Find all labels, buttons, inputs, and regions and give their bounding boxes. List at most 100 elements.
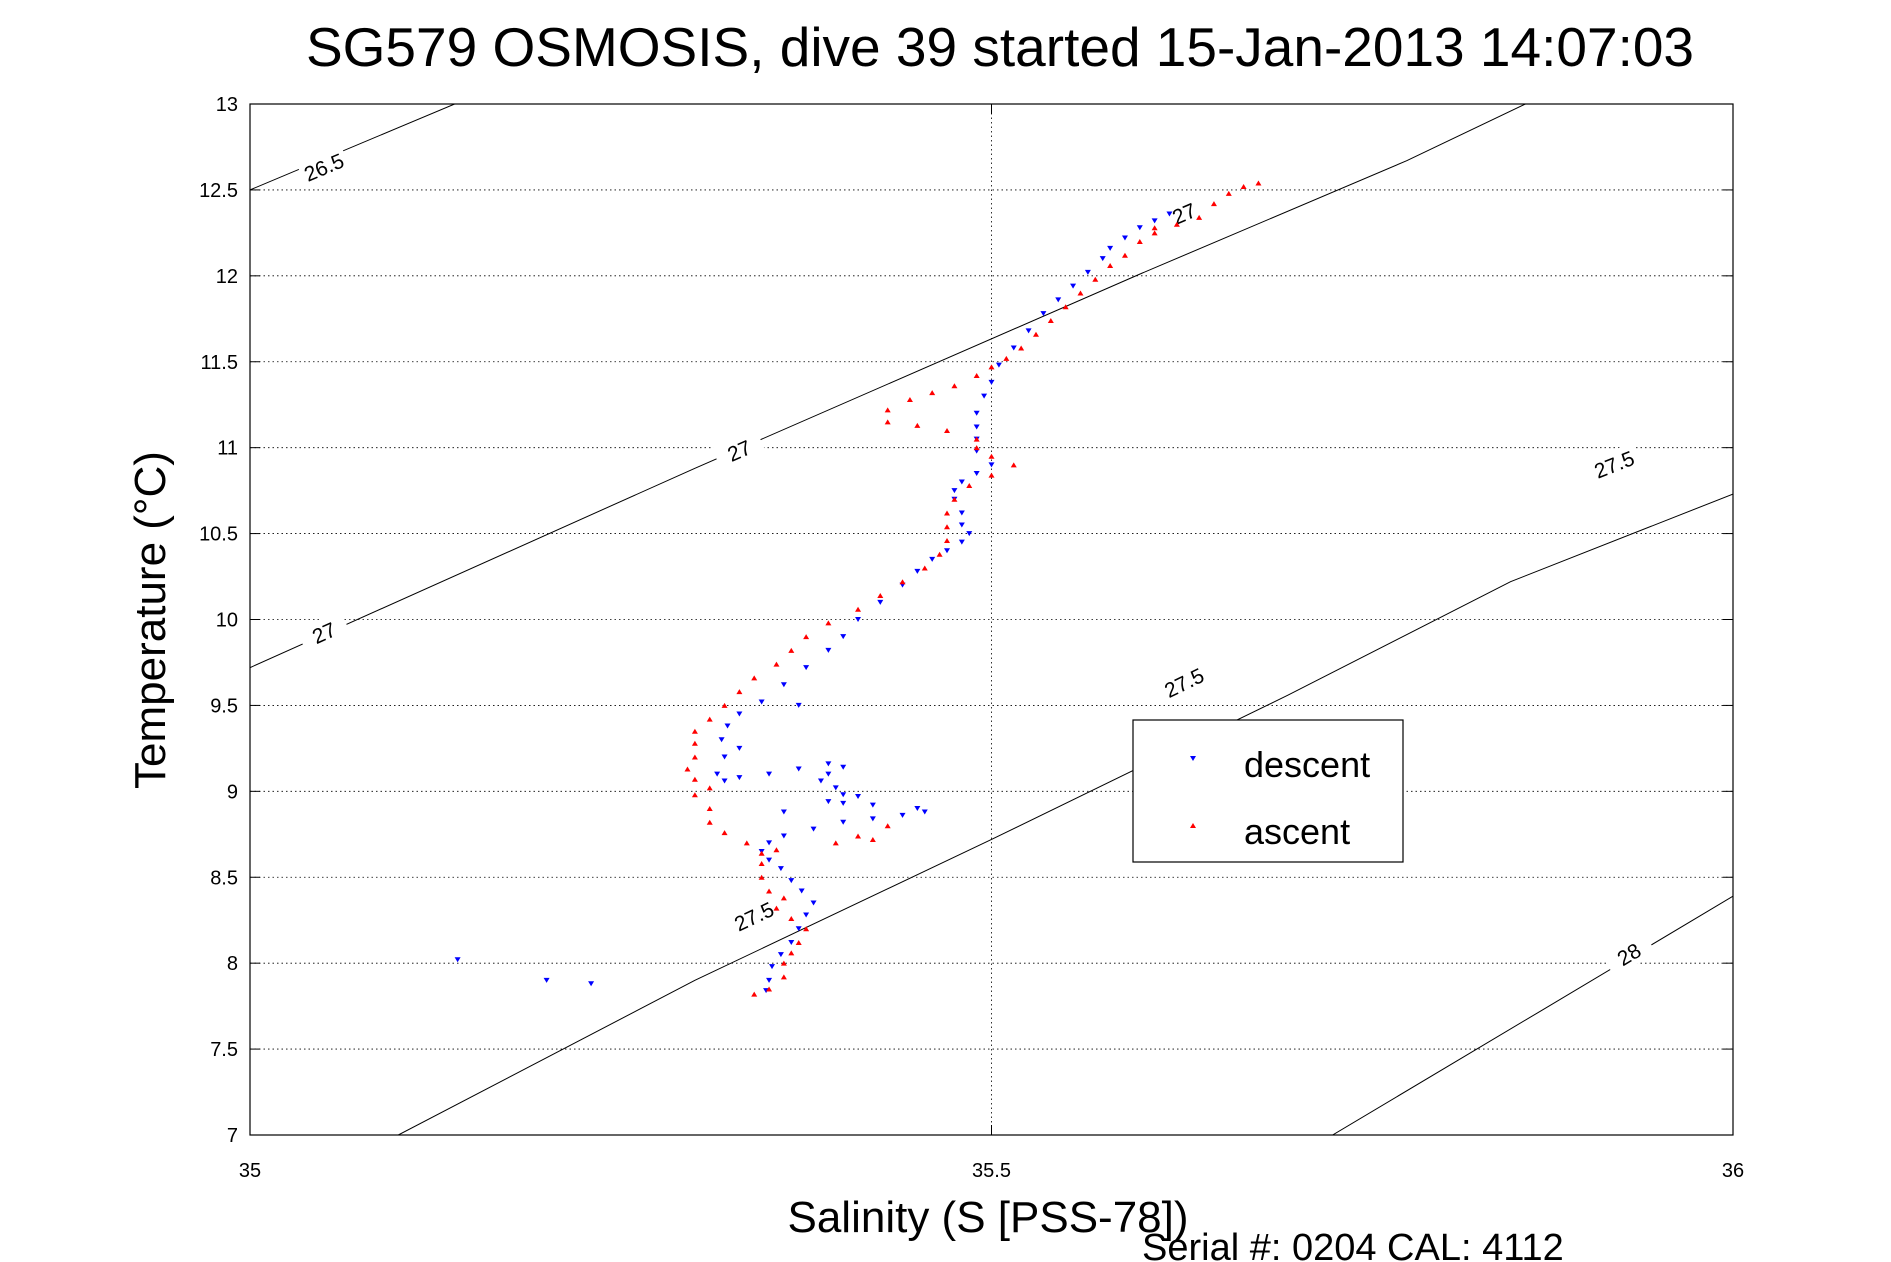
descent-point xyxy=(973,424,980,430)
descent-point xyxy=(958,510,965,516)
descent-point xyxy=(798,888,805,894)
descent-point xyxy=(766,771,773,777)
ascent-point xyxy=(1121,252,1128,258)
descent-point xyxy=(1070,283,1077,289)
ascent-point xyxy=(1047,318,1054,324)
ascent-point xyxy=(758,861,765,867)
descent-point xyxy=(988,379,995,385)
ascent-point xyxy=(1173,221,1180,227)
ascent-point xyxy=(706,806,713,812)
contour-label-bg xyxy=(726,893,782,938)
y-tick-label: 9.5 xyxy=(210,695,238,717)
ascent-point xyxy=(832,840,839,846)
legend-descent-marker xyxy=(1190,756,1196,761)
descent-point xyxy=(981,393,988,399)
y-tick-label: 13 xyxy=(216,94,238,116)
descent-point xyxy=(1084,269,1091,275)
descent-point xyxy=(855,793,862,799)
contour-label-bg xyxy=(1586,443,1642,485)
descent-point xyxy=(780,682,787,688)
y-axis-label: Temperature (°C) xyxy=(126,451,175,789)
ascent-point xyxy=(1210,201,1217,207)
descent-point xyxy=(758,699,765,705)
descent-point xyxy=(973,410,980,416)
descent-point xyxy=(1099,256,1106,262)
ascent-point xyxy=(751,991,758,997)
descent-point xyxy=(914,806,921,812)
ascent-point xyxy=(751,675,758,681)
ascent-point xyxy=(1196,214,1203,220)
ascent-point xyxy=(944,537,951,543)
descent-point xyxy=(788,878,795,884)
ascent-point xyxy=(1151,230,1158,236)
x-tick-label: 35 xyxy=(239,1160,261,1182)
ascent-point xyxy=(884,419,891,425)
ascent-point xyxy=(691,792,698,798)
descent-point xyxy=(840,792,847,798)
data-series xyxy=(454,180,1262,997)
contour-label-bg xyxy=(711,428,767,472)
y-tick-label: 11 xyxy=(217,438,238,460)
contour-line-27 xyxy=(250,104,1526,669)
ascent-point xyxy=(1255,180,1262,186)
descent-point xyxy=(766,840,773,846)
ascent-point xyxy=(884,407,891,413)
ascent-point xyxy=(951,496,958,502)
ascent-point xyxy=(788,915,795,921)
y-axis-ticks: 7 7.5 8 8.5 9 9.5 10 10.5 11 11.5 12 12.5 13 xyxy=(199,94,1733,1147)
descent-point xyxy=(736,745,743,751)
descent-point xyxy=(803,912,810,918)
ascent-point xyxy=(788,647,795,653)
grid-lines xyxy=(250,104,1733,1135)
descent-point xyxy=(543,977,550,983)
ascent-point xyxy=(706,819,713,825)
ascent-point xyxy=(988,364,995,370)
ascent-point xyxy=(1062,304,1069,310)
y-tick-label: 8 xyxy=(227,953,238,975)
x-tick-label: 36 xyxy=(1722,1160,1744,1182)
y-tick-label: 12 xyxy=(216,266,238,288)
descent-point xyxy=(825,647,832,653)
descent-point xyxy=(840,634,847,640)
descent-point xyxy=(588,981,595,987)
descent-point xyxy=(1107,245,1114,251)
ascent-point xyxy=(743,840,750,846)
ascent-point xyxy=(1092,276,1099,282)
ascent-point xyxy=(706,785,713,791)
ascent-point xyxy=(929,390,936,396)
descent-point xyxy=(1025,328,1032,334)
ascent-point xyxy=(758,874,765,880)
ascent-point xyxy=(706,716,713,722)
ascent-point xyxy=(773,905,780,911)
descent-point xyxy=(780,833,787,839)
ascent-point xyxy=(825,620,832,626)
descent-point xyxy=(769,964,776,970)
ascent-point xyxy=(721,830,728,836)
ascent-point xyxy=(1003,355,1010,361)
ascent-point xyxy=(780,974,787,980)
descent-point xyxy=(721,754,728,760)
ascent-point xyxy=(736,689,743,695)
ascent-point xyxy=(1010,462,1017,468)
contour-label-bg xyxy=(1156,191,1212,235)
x-axis-label: Salinity (S [PSS-78]) xyxy=(787,1193,1188,1242)
descent-point xyxy=(1055,297,1062,303)
ascent-point xyxy=(758,850,765,856)
ascent-point xyxy=(855,833,862,839)
ascent-point xyxy=(988,472,995,478)
ascent-point xyxy=(766,888,773,894)
descent-point xyxy=(817,778,824,784)
descent-point xyxy=(825,799,832,805)
contour-line-26.5 xyxy=(250,104,455,191)
descent-point xyxy=(825,761,832,767)
contour-label-bg xyxy=(296,145,351,188)
legend-box xyxy=(1132,719,1404,863)
ascent-point xyxy=(921,565,928,571)
ascent-point xyxy=(877,592,884,598)
descent-point xyxy=(795,926,802,932)
y-tick-label: 10.5 xyxy=(199,524,238,546)
ascent-point xyxy=(936,551,943,557)
ascent-point xyxy=(766,986,773,992)
ascent-point xyxy=(803,926,810,932)
descent-point xyxy=(736,775,743,781)
